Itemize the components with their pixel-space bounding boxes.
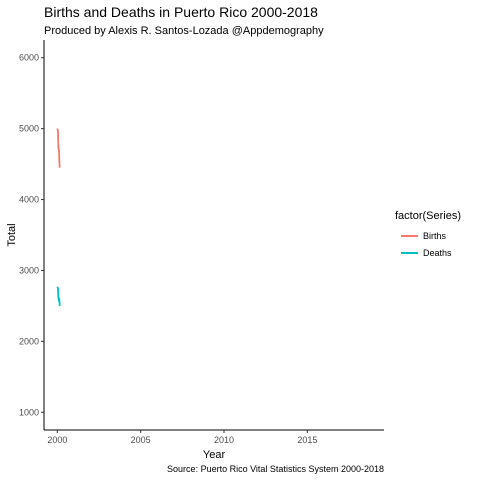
series-line-births	[56, 128, 61, 168]
chart-subtitle: Produced by Alexis R. Santos-Lozada @App…	[44, 25, 324, 37]
chart-caption: Source: Puerto Rico Vital Statistics Sys…	[167, 464, 384, 474]
y-tick-label: 1000	[19, 407, 39, 417]
y-tick-label: 5000	[19, 124, 39, 134]
series-lines	[56, 128, 61, 306]
x-axis-title: Year	[203, 449, 226, 461]
y-axis-ticks: 1000 2000 3000 4000 5000 6000	[19, 53, 44, 417]
legend-label-births: Births	[423, 231, 447, 241]
x-tick-label: 2005	[131, 435, 151, 445]
chart-title: Births and Deaths in Puerto Rico 2000-20…	[44, 4, 318, 20]
y-tick-label: 3000	[19, 265, 39, 275]
legend: factor(Series) Births Deaths	[395, 210, 461, 258]
x-axis-ticks: 2000 2005 2010 2015	[47, 430, 317, 445]
y-tick-label: 6000	[19, 53, 39, 63]
x-tick-label: 2010	[214, 435, 234, 445]
x-tick-label: 2015	[297, 435, 317, 445]
legend-title: factor(Series)	[395, 210, 461, 222]
y-axis-title: Total	[6, 223, 18, 246]
series-line-deaths	[56, 286, 61, 306]
y-tick-label: 2000	[19, 336, 39, 346]
plot-area: 1000 2000 3000 4000 5000 6000 2000 2005 2010 201…	[19, 40, 384, 445]
x-tick-label: 2000	[47, 435, 67, 445]
legend-label-deaths: Deaths	[423, 248, 452, 258]
y-tick-label: 4000	[19, 195, 39, 205]
